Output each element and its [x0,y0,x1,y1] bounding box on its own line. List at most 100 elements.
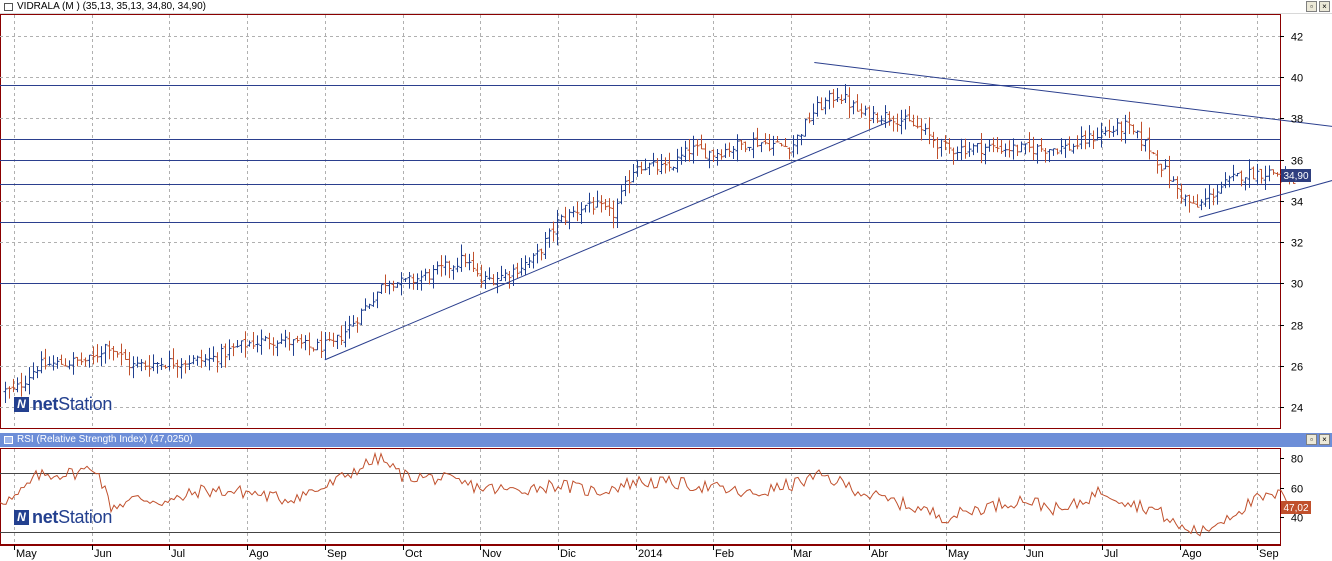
price-bar [43,348,48,370]
price-bar [1019,141,1024,153]
price-bar [187,355,192,371]
price-bar [339,325,344,345]
price-bar [551,221,556,242]
price-bar [415,273,420,290]
price-bar [327,331,332,342]
price-bar [391,280,396,292]
price-bar [31,362,36,380]
y-tick-label: 30 [1291,279,1303,291]
price-bar [1267,165,1272,182]
price-bar [851,100,856,115]
price-bar [123,349,128,361]
price-bar [219,343,224,369]
price-bar [435,261,440,275]
price-bar [927,117,932,145]
price-bar [923,123,928,135]
price-bar [883,105,888,128]
price-bar [1167,155,1172,189]
price-bar [1023,143,1028,155]
price-bar [711,149,716,163]
price-bar [663,157,668,174]
price-bar [1263,165,1268,190]
price-bar [335,334,340,350]
price-bar [635,159,640,177]
close-button[interactable]: × [1319,1,1330,12]
rsi-value-label: 47,02 [1283,503,1308,514]
close-button[interactable]: × [1319,434,1330,445]
price-bar [91,346,96,365]
price-bar [539,248,544,261]
price-bar [231,343,236,357]
price-bar [275,340,280,357]
y-tick-label: 36 [1291,156,1303,168]
price-bar [675,148,680,173]
panel-icon [4,2,13,11]
price-bar [1159,163,1164,178]
x-tick-label: 2014 [638,548,662,560]
price-bar [1203,188,1208,207]
price-bar [235,340,240,348]
price-bar [323,331,328,360]
trendline [1198,180,1332,218]
restore-button[interactable]: ▫ [1306,1,1317,12]
price-bar [1227,175,1232,188]
price-bar [887,111,892,126]
price-bar [79,352,84,366]
price-bar [491,274,496,286]
price-bar [1215,184,1220,205]
price-bar [967,141,972,157]
y-tick-label: 26 [1291,362,1303,374]
price-bars [3,84,1296,403]
price-bar [227,339,232,361]
price-bar [387,280,392,295]
netstation-logo-mark: N [14,510,29,525]
price-bar [991,137,996,153]
price-bar [523,255,528,276]
price-bar [563,206,568,226]
price-bar [1247,159,1252,188]
price-bar [783,138,788,148]
price-bar [1239,170,1244,187]
price-bar [263,335,268,342]
price-bar [743,141,748,153]
price-bar [719,149,724,160]
panel-icon [4,436,13,444]
price-bar [623,175,628,197]
price-bar [767,133,772,152]
price-bar [747,146,752,152]
price-bar [535,243,540,264]
price-bar [215,352,220,373]
price-bar [1135,130,1140,139]
price-bar [171,348,176,369]
price-bar [1199,199,1204,211]
price-bar [1083,130,1088,150]
x-tick-label: Sep [1259,548,1279,560]
restore-button[interactable]: ▫ [1306,434,1317,445]
price-bar [1207,184,1212,210]
price-bar [279,333,284,344]
price-bar [819,97,824,111]
price-bar [687,139,692,162]
price-bar [407,272,412,289]
x-tick-label: Feb [715,548,734,560]
price-bar [51,355,56,371]
price-bar [603,198,608,210]
price-bar [1111,125,1116,137]
price-bar [1243,177,1248,191]
x-tick-label: Jul [1104,548,1118,560]
price-bar [459,244,464,272]
price-bar [127,352,132,376]
price-bar [723,143,728,159]
price-bar [895,113,900,132]
price-bar [591,196,596,215]
price-bar [907,106,912,122]
price-bar [1067,136,1072,151]
price-bar [103,343,108,364]
price-bar [1179,183,1184,204]
price-bar [1171,176,1176,182]
price-bar [739,139,744,150]
price-bar [843,84,848,104]
price-bar [1071,143,1076,154]
price-bar [1079,126,1084,150]
